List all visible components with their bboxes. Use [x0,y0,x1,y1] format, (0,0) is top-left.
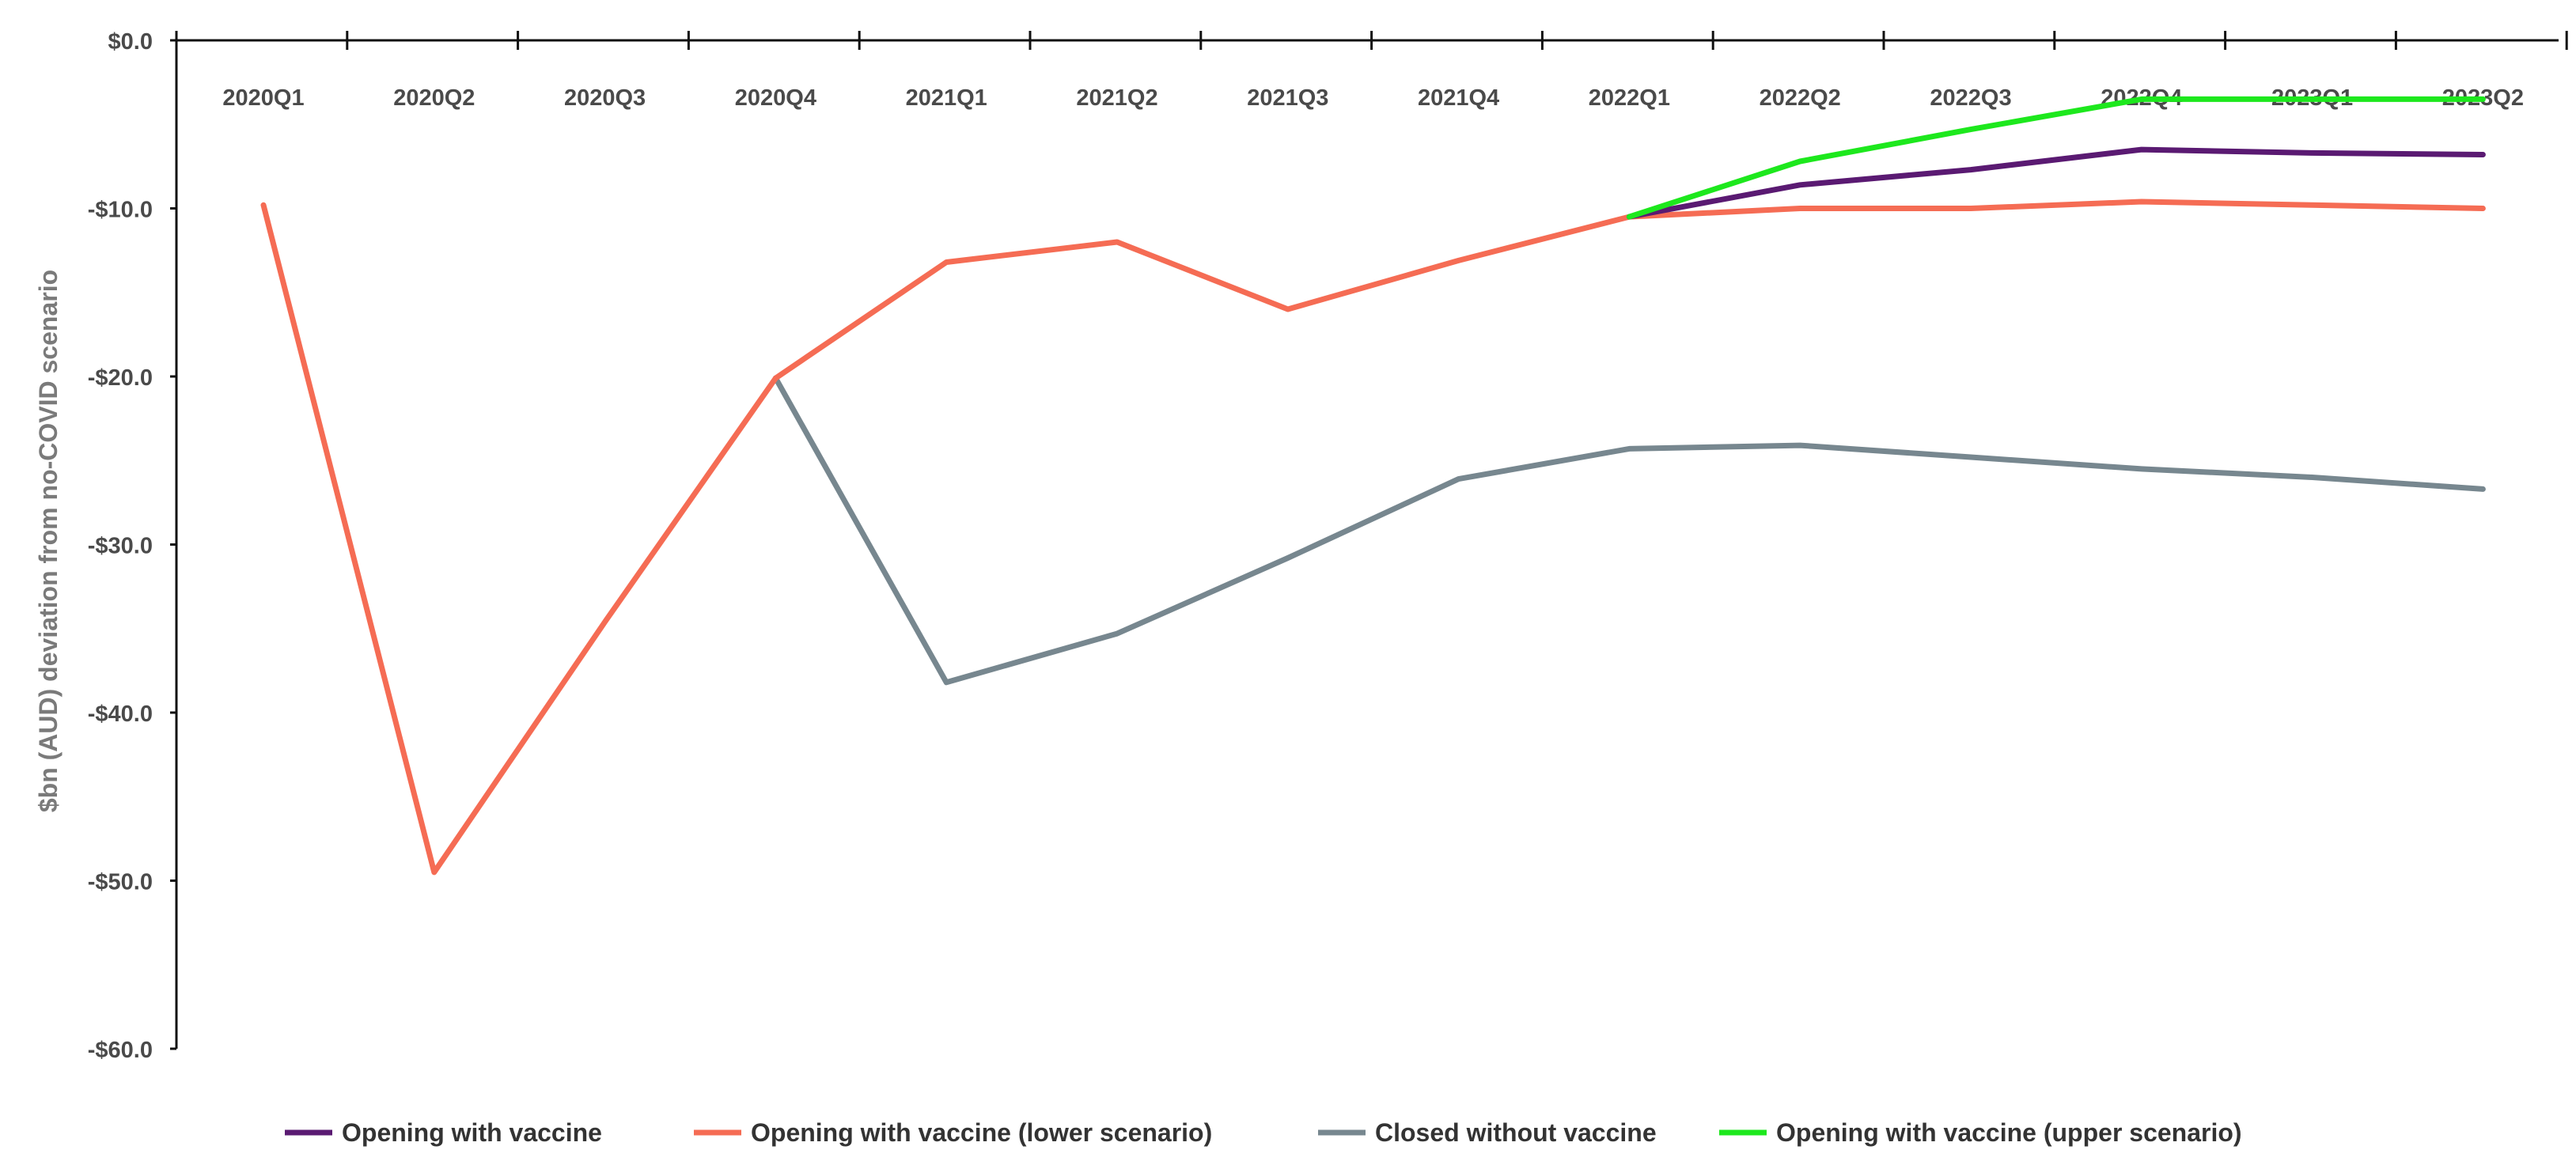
series-line-closed-without-vaccine [772,375,2486,686]
x-axis: 2020Q1 2020Q2 2020Q3 2020Q4 2021Q1 2021Q2 2021… [175,31,2568,111]
x-tick-label: 2020Q2 [393,85,475,111]
y-axis: $0.0 -$10.0 -$20.0 -$30.0 -$40.0 -$50.0 -$60.0 [88,29,178,1063]
y-axis-label: $bn (AUD) deviation from no-COVID scenar… [34,270,63,812]
y-tick-label: -$60.0 [88,1038,153,1063]
x-tick-label: 2022Q2 [1760,85,1841,111]
x-tick-label: 2020Q4 [735,85,816,111]
legend-label: Opening with vaccine (lower scenario) [751,1118,1212,1147]
series-line-opening-with-vaccine [1626,146,2486,220]
y-tick-label: -$10.0 [88,198,153,223]
legend-label: Opening with vaccine [342,1118,602,1147]
legend-label: Closed without vaccine [1375,1118,1657,1147]
series-line-opening-with-vaccine-upper-scenario [1626,96,2486,220]
series-lines [260,96,2486,876]
x-tick-label: 2021Q2 [1076,85,1157,111]
legend: Opening with vaccine Opening with vaccine… [285,1118,2242,1147]
legend-label: Opening with vaccine (upper scenario) [1776,1118,2242,1147]
y-tick-label: -$20.0 [88,365,153,391]
x-tick-label: 2021Q4 [1418,85,1499,111]
series-line-opening-with-vaccine-lower-scenario [260,199,2486,876]
y-tick-label: -$50.0 [88,870,153,895]
x-tick-label: 2020Q3 [564,85,646,111]
x-tick-label: 2022Q1 [1589,85,1670,111]
x-tick-label: 2020Q1 [222,85,304,111]
y-tick-label: $0.0 [108,29,153,55]
y-tick-label: -$40.0 [88,702,153,727]
x-tick-label: 2022Q3 [1930,85,2011,111]
x-tick-label: 2021Q1 [906,85,987,111]
x-tick-label: 2021Q3 [1247,85,1328,111]
y-tick-label: -$30.0 [88,534,153,559]
